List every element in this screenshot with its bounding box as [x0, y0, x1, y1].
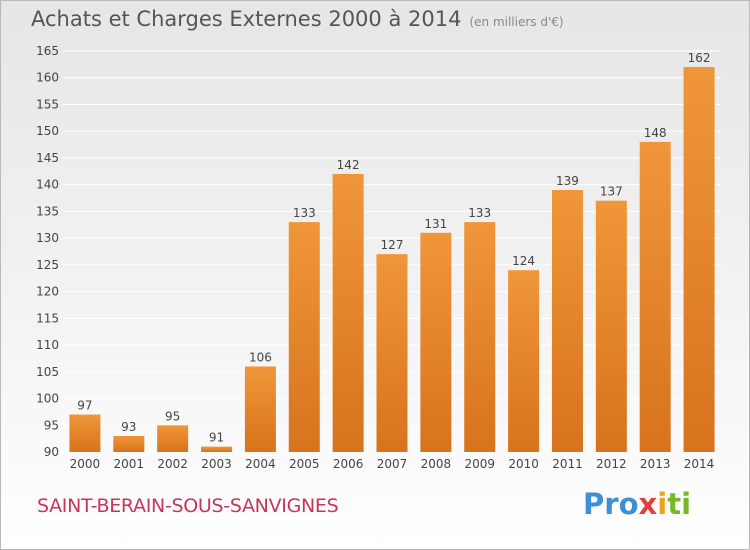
bar — [639, 141, 671, 453]
x-tick-label: 2008 — [421, 457, 452, 471]
bar — [464, 222, 496, 452]
x-tick-label: 2000 — [70, 457, 101, 471]
x-tick-label: 2013 — [640, 457, 671, 471]
y-tick-label: 165 — [36, 44, 59, 58]
y-tick-label: 150 — [36, 124, 59, 138]
bar — [595, 200, 627, 452]
bars — [69, 67, 715, 453]
logo-letter: x — [638, 487, 658, 521]
x-tick-label: 2014 — [684, 457, 715, 471]
data-label: 106 — [249, 350, 272, 364]
data-label: 97 — [77, 399, 92, 413]
y-tick-label: 100 — [36, 392, 59, 406]
chart-title-text: Achats et Charges Externes 2000 à 2014 — [31, 7, 462, 31]
logo-letter: i — [681, 487, 692, 521]
data-labels: 97 93 95 91 106 133 142 127 131 133 124 139 137 148 16… — [77, 51, 710, 445]
data-label: 133 — [468, 206, 491, 220]
y-tick-label: 95 — [44, 418, 59, 432]
x-tick-label: 2007 — [377, 457, 408, 471]
x-axis-ticks: 2000 2001 2002 2003 2004 2005 2006 2007 2008 2009… — [70, 457, 715, 471]
x-tick-label: 2009 — [464, 457, 495, 471]
logo-letter: i — [657, 487, 668, 521]
logo-letter: t — [667, 487, 682, 521]
y-axis-ticks: 90 95 100 105 110 115 120 125 130 135 140 145 150 155… — [36, 44, 59, 459]
x-tick-label: 2002 — [157, 457, 188, 471]
data-label: 93 — [121, 420, 136, 434]
y-tick-label: 105 — [36, 365, 59, 379]
x-tick-label: 2012 — [596, 457, 627, 471]
data-label: 162 — [688, 51, 711, 65]
bar — [201, 446, 233, 452]
x-tick-label: 2003 — [201, 457, 232, 471]
data-label: 139 — [556, 174, 579, 188]
data-label: 137 — [600, 185, 623, 199]
x-tick-label: 2005 — [289, 457, 320, 471]
bar — [508, 270, 540, 452]
x-tick-label: 2010 — [508, 457, 539, 471]
data-label: 133 — [293, 206, 316, 220]
y-tick-label: 110 — [36, 338, 59, 352]
logo-letter: o — [618, 487, 639, 521]
x-tick-label: 2006 — [333, 457, 364, 471]
data-label: 95 — [165, 409, 180, 423]
chart-title: Achats et Charges Externes 2000 à 2014 (e… — [31, 7, 564, 31]
logo-letter: r — [604, 487, 619, 521]
y-tick-label: 115 — [36, 311, 59, 325]
commune-name: SAINT-BERAIN-SOUS-SANVIGNES — [37, 495, 339, 517]
bar — [288, 222, 320, 452]
x-tick-label: 2001 — [114, 457, 145, 471]
data-label: 131 — [424, 217, 447, 231]
y-tick-label: 120 — [36, 285, 59, 299]
bar — [420, 232, 452, 452]
bar — [551, 190, 583, 452]
y-tick-label: 155 — [36, 97, 59, 111]
data-label: 124 — [512, 254, 535, 268]
bar — [244, 366, 276, 452]
y-tick-label: 145 — [36, 151, 59, 165]
x-tick-label: 2011 — [552, 457, 583, 471]
data-label: 91 — [209, 431, 224, 445]
y-tick-label: 160 — [36, 71, 59, 85]
data-label: 142 — [337, 158, 360, 172]
bar — [376, 254, 408, 452]
y-tick-label: 135 — [36, 204, 59, 218]
proxiti-logo[interactable]: Proxiti — [583, 487, 691, 521]
data-label: 148 — [644, 126, 667, 140]
bar — [683, 67, 715, 452]
bar — [113, 435, 145, 452]
y-tick-label: 90 — [44, 445, 59, 459]
bar — [157, 425, 189, 452]
y-tick-label: 140 — [36, 178, 59, 192]
logo-letter: P — [583, 487, 605, 521]
bar — [332, 173, 364, 452]
data-label: 127 — [381, 238, 404, 252]
x-tick-label: 2004 — [245, 457, 276, 471]
y-tick-label: 130 — [36, 231, 59, 245]
y-tick-label: 125 — [36, 258, 59, 272]
bar — [69, 414, 101, 452]
chart-unit: (en milliers d'€) — [469, 15, 564, 29]
